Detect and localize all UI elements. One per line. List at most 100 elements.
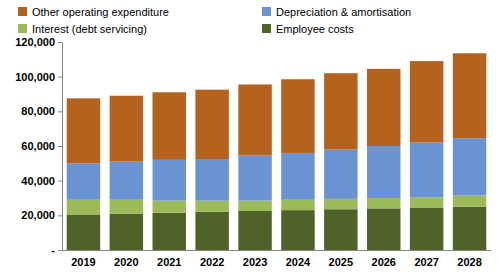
bar-segment bbox=[324, 209, 357, 250]
y-tick: 120,000 bbox=[15, 36, 62, 48]
legend-swatch bbox=[262, 7, 271, 16]
x-tick: 2023 bbox=[243, 250, 267, 268]
legend-item: Other operating expenditure bbox=[18, 6, 169, 18]
bar-segment bbox=[238, 84, 271, 155]
legend-item: Employee costs bbox=[262, 23, 354, 35]
bar-segment bbox=[153, 160, 186, 201]
bar-segment bbox=[324, 199, 357, 209]
bar-segment bbox=[67, 214, 100, 250]
legend-label: Other operating expenditure bbox=[32, 6, 169, 18]
bar-segment bbox=[324, 73, 357, 149]
y-tick-mark bbox=[58, 146, 62, 147]
x-tick: 2019 bbox=[71, 250, 95, 268]
y-tick-label: 100,000 bbox=[15, 71, 55, 83]
bar-segment bbox=[410, 61, 443, 142]
y-tick-mark bbox=[58, 77, 62, 78]
bar-segment bbox=[367, 146, 400, 198]
x-tick: 2022 bbox=[200, 250, 224, 268]
legend-swatch bbox=[18, 7, 27, 16]
legend-swatch bbox=[262, 24, 271, 33]
x-tick: 2021 bbox=[157, 250, 181, 268]
bar-segment bbox=[324, 149, 357, 198]
y-tick-mark bbox=[58, 250, 62, 251]
bar-segment bbox=[281, 210, 314, 250]
bar-segment bbox=[238, 201, 271, 211]
x-axis: 2019 2020 2021 2022 2023 2024 2025 2026 2027 2028 bbox=[63, 250, 492, 268]
y-tick-mark bbox=[58, 181, 62, 182]
bar-segment bbox=[367, 198, 400, 208]
plot: - 20,000 40,000 60,000 80,000 100,000 120,000 2… bbox=[15, 36, 491, 268]
y-tick: 20,000 bbox=[21, 209, 62, 221]
bar-segment bbox=[153, 201, 186, 213]
bar-segment bbox=[195, 159, 228, 201]
y-tick: 80,000 bbox=[21, 105, 62, 117]
y-tick-label: 60,000 bbox=[21, 140, 55, 152]
chart: - 20,000 40,000 60,000 80,000 100,000 120,000 2… bbox=[0, 0, 499, 280]
bar-segment bbox=[453, 53, 486, 138]
x-tick-label: 2027 bbox=[414, 256, 438, 268]
y-axis-line bbox=[58, 43, 63, 251]
x-tick-label: 2020 bbox=[114, 256, 138, 268]
bar-segment bbox=[195, 90, 228, 159]
x-axis-line bbox=[63, 250, 492, 251]
bar-segment bbox=[110, 214, 143, 250]
bar-segment bbox=[195, 201, 228, 212]
bar-segment bbox=[238, 211, 271, 250]
bar-segment bbox=[453, 138, 486, 195]
legend-swatch bbox=[18, 24, 27, 33]
x-tick-label: 2028 bbox=[457, 256, 481, 268]
y-tick-label: 20,000 bbox=[21, 209, 55, 221]
x-tick: 2020 bbox=[114, 250, 138, 268]
y-tick-mark bbox=[58, 215, 62, 216]
bar-segment bbox=[195, 212, 228, 250]
y-tick: 60,000 bbox=[21, 140, 62, 152]
y-tick-label: - bbox=[51, 244, 55, 256]
y-tick-label: 40,000 bbox=[21, 175, 55, 187]
bar-segment bbox=[453, 195, 486, 206]
bar-segment bbox=[67, 163, 100, 199]
x-tick: 2027 bbox=[414, 250, 438, 268]
legend-label: Interest (debt servicing) bbox=[32, 23, 147, 35]
x-tick-label: 2022 bbox=[200, 256, 224, 268]
x-tick-label: 2024 bbox=[286, 256, 311, 268]
bar-segment bbox=[110, 96, 143, 162]
bar-segment bbox=[410, 197, 443, 207]
series-bars bbox=[67, 53, 487, 163]
bar-segment bbox=[410, 208, 443, 250]
x-tick: 2024 bbox=[286, 250, 311, 268]
x-tick: 2025 bbox=[329, 250, 353, 268]
bar-segment bbox=[110, 162, 143, 200]
legend-item: Depreciation & amortisation bbox=[262, 6, 411, 18]
legend-item: Interest (debt servicing) bbox=[18, 23, 147, 35]
y-tick: 40,000 bbox=[21, 175, 62, 187]
x-tick-label: 2023 bbox=[243, 256, 267, 268]
y-tick-label: 120,000 bbox=[15, 36, 55, 48]
x-tick-label: 2026 bbox=[372, 256, 396, 268]
bar-segment bbox=[367, 208, 400, 250]
bar-segment bbox=[67, 200, 100, 215]
bar-segment bbox=[281, 200, 314, 210]
legend: Other operating expenditure Depreciation … bbox=[18, 6, 411, 35]
y-tick: 100,000 bbox=[15, 71, 62, 83]
legend-label: Employee costs bbox=[276, 23, 354, 35]
bar-segment bbox=[67, 98, 100, 163]
bar-segment bbox=[153, 92, 186, 160]
y-tick-mark bbox=[58, 42, 62, 43]
bar-segment bbox=[153, 213, 186, 250]
bar-segment bbox=[281, 79, 314, 153]
x-tick: 2026 bbox=[372, 250, 396, 268]
y-tick-mark bbox=[58, 111, 62, 112]
bar-segment bbox=[110, 200, 143, 214]
legend-label: Depreciation & amortisation bbox=[276, 6, 411, 18]
y-tick-label: 80,000 bbox=[21, 105, 55, 117]
x-tick-label: 2025 bbox=[329, 256, 353, 268]
bar-segment bbox=[367, 69, 400, 146]
x-tick-label: 2019 bbox=[71, 256, 95, 268]
y-tick: - bbox=[51, 244, 62, 256]
y-axis: - 20,000 40,000 60,000 80,000 100,000 120,000 bbox=[15, 36, 62, 256]
bar-segment bbox=[281, 153, 314, 200]
x-tick: 2028 bbox=[457, 250, 481, 268]
bars bbox=[67, 53, 487, 250]
bar-segment bbox=[410, 143, 443, 198]
bar-segment bbox=[453, 207, 486, 250]
